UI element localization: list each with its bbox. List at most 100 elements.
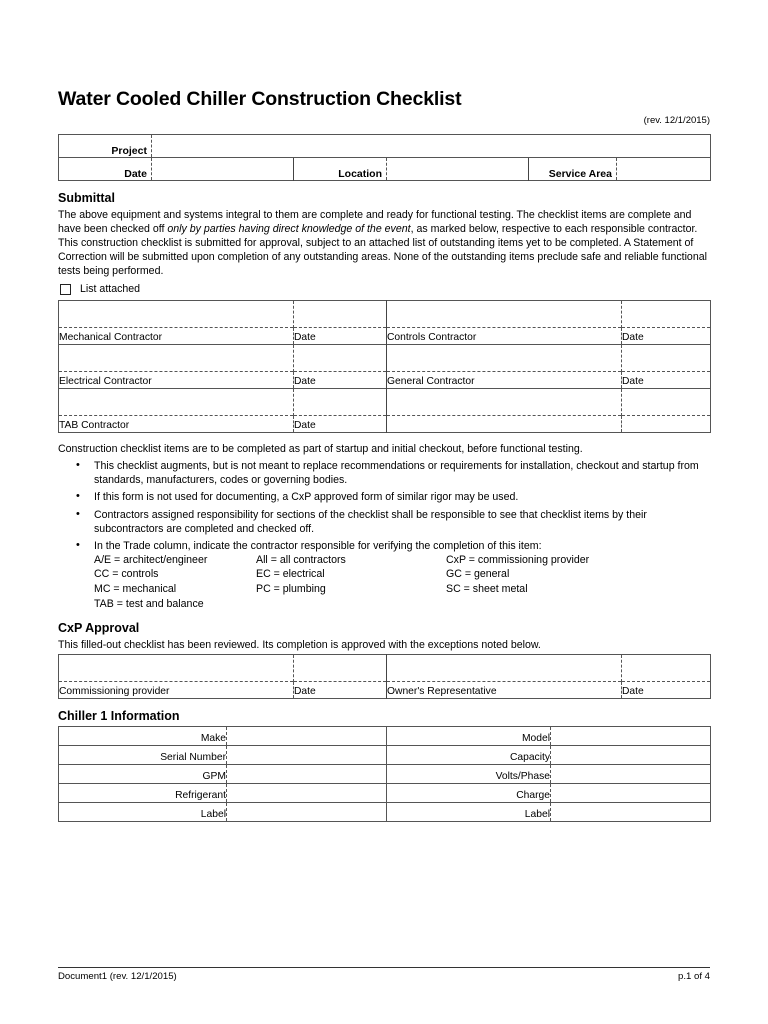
signature-date-label: Date: [621, 681, 711, 699]
project-value[interactable]: [152, 134, 711, 157]
chiller-field-label: Volts/Phase: [386, 764, 551, 784]
signature-blank-row: [58, 388, 711, 416]
signature-label: General Contractor: [386, 371, 622, 389]
table-row: Electrical Contractor Date General Contr…: [58, 371, 711, 389]
list-item: In the Trade column, indicate the contra…: [76, 538, 710, 612]
chiller-field-value[interactable]: [550, 802, 711, 822]
chiller-field-value[interactable]: [226, 764, 387, 784]
trade-legend-item: [446, 597, 710, 612]
cxp-approval-heading: CxP Approval: [58, 621, 140, 636]
list-item: Contractors assigned responsibility for …: [76, 507, 710, 536]
trade-legend-item: CxP = commissioning provider: [446, 553, 590, 566]
list-attached-row[interactable]: List attached: [60, 283, 710, 295]
owners-representative-date[interactable]: [622, 655, 711, 682]
signature-label: Controls Contractor: [386, 327, 622, 345]
trade-legend-item: [256, 597, 446, 612]
chiller-field-value[interactable]: [227, 727, 387, 746]
submittal-paragraph: The above equipment and systems integral…: [58, 208, 710, 278]
cxp-approval-table: Commissioning provider Date Owner's Repr…: [58, 654, 711, 700]
signature-blank-row: [58, 654, 711, 682]
checkbox-icon[interactable]: [60, 283, 71, 295]
owners-representative-signature[interactable]: [386, 654, 622, 682]
service-area-value[interactable]: [616, 156, 711, 181]
trade-legend-item: GC = general: [446, 568, 510, 581]
signature-date-label: Date: [621, 327, 711, 345]
chiller-field-label: Capacity: [386, 745, 551, 765]
table-row: Mechanical Contractor Date Controls Cont…: [58, 327, 711, 345]
project-header-table: Project Date Location Service Area: [58, 133, 712, 181]
chiller-field-label: Refrigerant: [58, 783, 227, 803]
trade-column-text: In the Trade column, indicate the contra…: [94, 539, 542, 552]
commissioning-provider-date[interactable]: [293, 654, 387, 682]
project-label: Project: [58, 134, 152, 158]
controls-contractor-signature[interactable]: [386, 300, 622, 328]
page-footer: Document1 (rev. 12/1/2015) p.1 of 4: [58, 967, 710, 982]
table-row: Make Model: [58, 726, 711, 746]
list-attached-label: List attached: [80, 283, 141, 296]
submittal-heading: Submittal: [58, 190, 115, 205]
signature-date-label: Date: [293, 327, 387, 345]
chiller-field-value[interactable]: [226, 802, 387, 822]
spare-signature[interactable]: [386, 388, 622, 416]
mechanical-contractor-signature[interactable]: [58, 300, 294, 328]
chiller-field-value[interactable]: [550, 764, 711, 784]
commissioning-provider-signature[interactable]: [58, 654, 294, 682]
table-row: Serial Number Capacity: [58, 745, 711, 765]
signature-label: Electrical Contractor: [58, 371, 294, 389]
controls-contractor-date[interactable]: [622, 301, 711, 328]
chiller-field-value[interactable]: [550, 745, 711, 765]
chiller-field-label: Serial Number: [58, 745, 227, 765]
revision-label: (rev. 12/1/2015): [643, 115, 710, 127]
signature-date-label: Date: [293, 371, 387, 389]
footer-page-number: p.1 of 4: [677, 971, 710, 982]
signature-blank-row: [58, 300, 711, 328]
submittal-text-italic: only by parties having direct knowledge …: [167, 222, 411, 235]
service-area-label: Service Area: [528, 156, 617, 181]
chiller-field-value[interactable]: [551, 727, 711, 746]
footer-document-name: Document1 (rev. 12/1/2015): [58, 971, 177, 982]
trade-legend-item: MC = mechanical: [94, 583, 177, 596]
general-contractor-signature[interactable]: [386, 344, 622, 372]
signature-label: Commissioning provider: [58, 681, 294, 699]
instructions-lead: Construction checklist items are to be c…: [58, 443, 583, 456]
signature-label: Owner's Representative: [386, 681, 622, 699]
general-contractor-date[interactable]: [621, 344, 711, 372]
cxp-approval-paragraph: This filled-out checklist has been revie…: [58, 639, 541, 652]
spare-date[interactable]: [621, 388, 711, 416]
chiller-field-value[interactable]: [226, 783, 387, 803]
chiller-info-table: Make Model Serial Number Capacity GPM Vo…: [58, 726, 711, 823]
chiller-field-label: GPM: [58, 764, 227, 784]
electrical-contractor-date[interactable]: [293, 344, 387, 372]
trade-legend: A/E = architect/engineer All = all contr…: [94, 553, 710, 611]
location-value[interactable]: [386, 156, 529, 181]
chiller-field-value[interactable]: [550, 783, 711, 803]
location-label: Location: [293, 156, 387, 181]
date-value[interactable]: [151, 156, 294, 181]
signature-date-label: [621, 415, 711, 433]
trade-legend-item: All = all contractors: [256, 553, 346, 566]
trade-legend-item: PC = plumbing: [256, 583, 326, 596]
trade-legend-item: A/E = architect/engineer: [94, 553, 208, 566]
chiller-field-label: Make: [58, 726, 227, 746]
mechanical-contractor-date[interactable]: [293, 300, 387, 328]
tab-contractor-signature[interactable]: [58, 388, 294, 416]
trade-legend-item: EC = electrical: [256, 568, 325, 581]
date-label: Date: [58, 156, 152, 181]
table-row: Refrigerant Charge: [58, 783, 711, 803]
trade-legend-item: SC = sheet metal: [446, 583, 528, 596]
chiller-field-value[interactable]: [226, 745, 387, 765]
chiller-field-label: Label: [58, 802, 227, 822]
table-row: TAB Contractor Date: [58, 415, 711, 433]
signature-label: TAB Contractor: [58, 415, 294, 433]
electrical-contractor-signature[interactable]: [58, 344, 294, 372]
chiller-field-label: Charge: [386, 783, 551, 803]
tab-contractor-date[interactable]: [293, 388, 387, 416]
instructions-bullets: This checklist augments, but is not mean…: [58, 458, 710, 612]
list-item: If this form is not used for documenting…: [76, 489, 710, 504]
chiller-field-label: Model: [386, 726, 551, 746]
table-row: Commissioning provider Date Owner's Repr…: [58, 681, 711, 699]
signature-date-label: Date: [621, 371, 711, 389]
submittal-text-2: , as marked below, respective to each re…: [58, 222, 707, 278]
signature-date-label: Date: [293, 415, 387, 433]
